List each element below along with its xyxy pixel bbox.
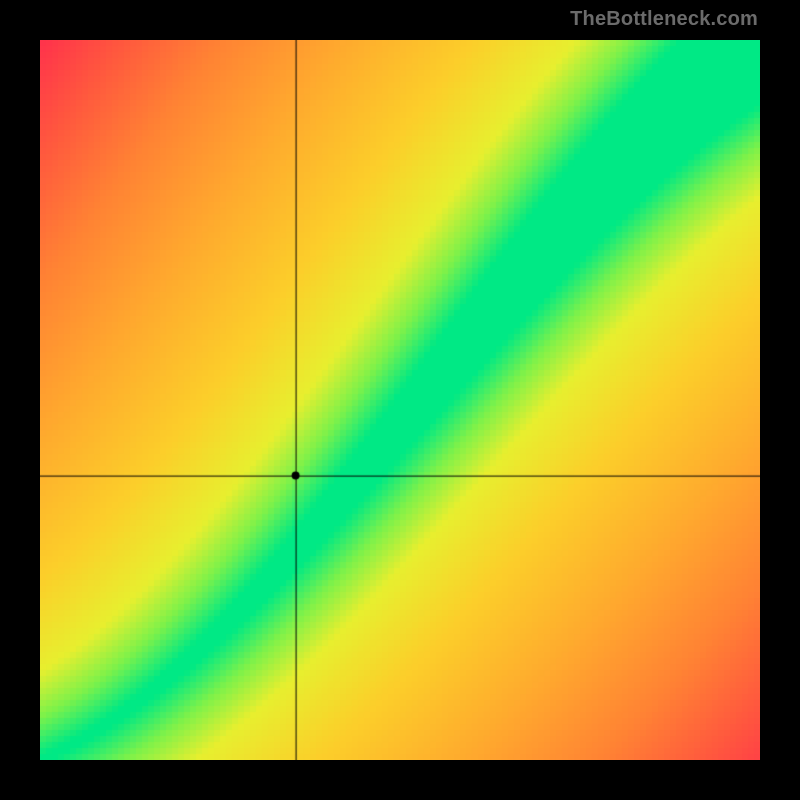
crosshair-overlay [40, 40, 760, 760]
watermark-text: TheBottleneck.com [570, 8, 758, 31]
chart-frame: { "watermark": "TheBottleneck.com", "plo… [0, 0, 800, 800]
bottleneck-heatmap [40, 40, 760, 760]
